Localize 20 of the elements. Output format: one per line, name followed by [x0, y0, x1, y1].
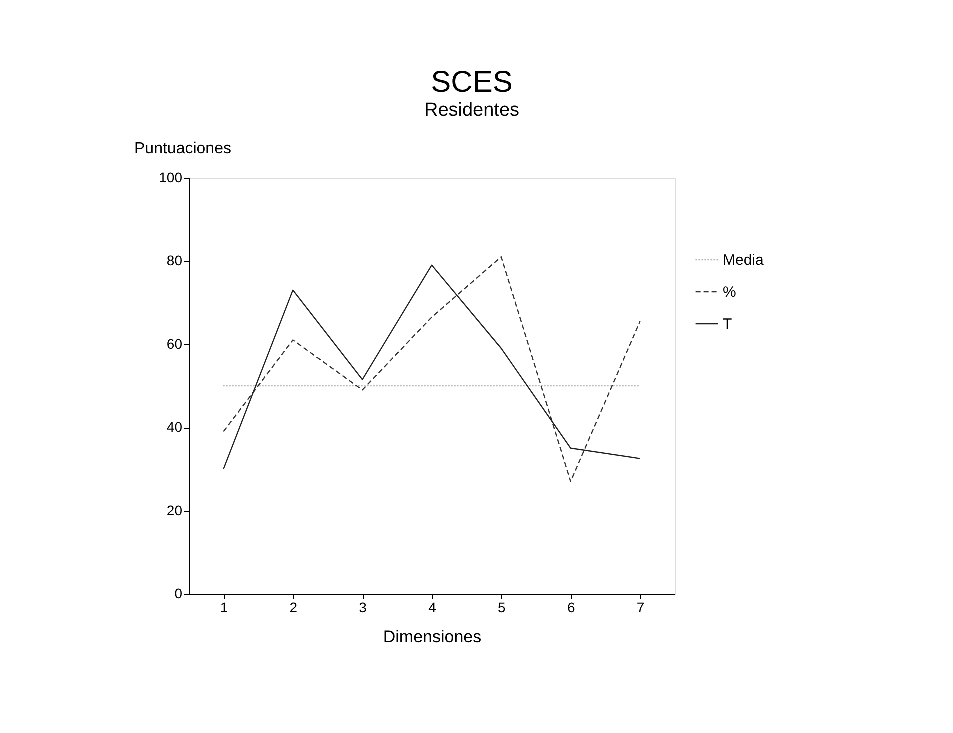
legend-label: Media	[723, 252, 765, 269]
x-axis-title: Dimensiones	[383, 628, 482, 646]
legend-label: %	[723, 284, 736, 301]
y-tick-label: 0	[174, 586, 183, 602]
chart-title: SCES	[431, 66, 513, 99]
y-tick-label: 80	[166, 252, 183, 269]
x-tick-label: 5	[498, 600, 506, 616]
y-axis-title: Puntuaciones	[134, 140, 232, 158]
x-tick-label: 7	[636, 600, 645, 616]
y-tick-label: 20	[166, 502, 183, 518]
y-tick-label: 60	[166, 336, 183, 352]
x-tick-label: 6	[567, 600, 576, 616]
x-tick-label: 2	[290, 600, 298, 616]
legend-label: T	[723, 316, 732, 333]
x-tick-label: 4	[428, 600, 437, 616]
chart-subtitle: Residentes	[424, 100, 520, 121]
x-tick-label: 1	[220, 600, 228, 616]
y-tick-label: 40	[166, 419, 183, 436]
y-tick-label: 100	[159, 170, 183, 186]
x-tick-label: 3	[359, 600, 368, 616]
